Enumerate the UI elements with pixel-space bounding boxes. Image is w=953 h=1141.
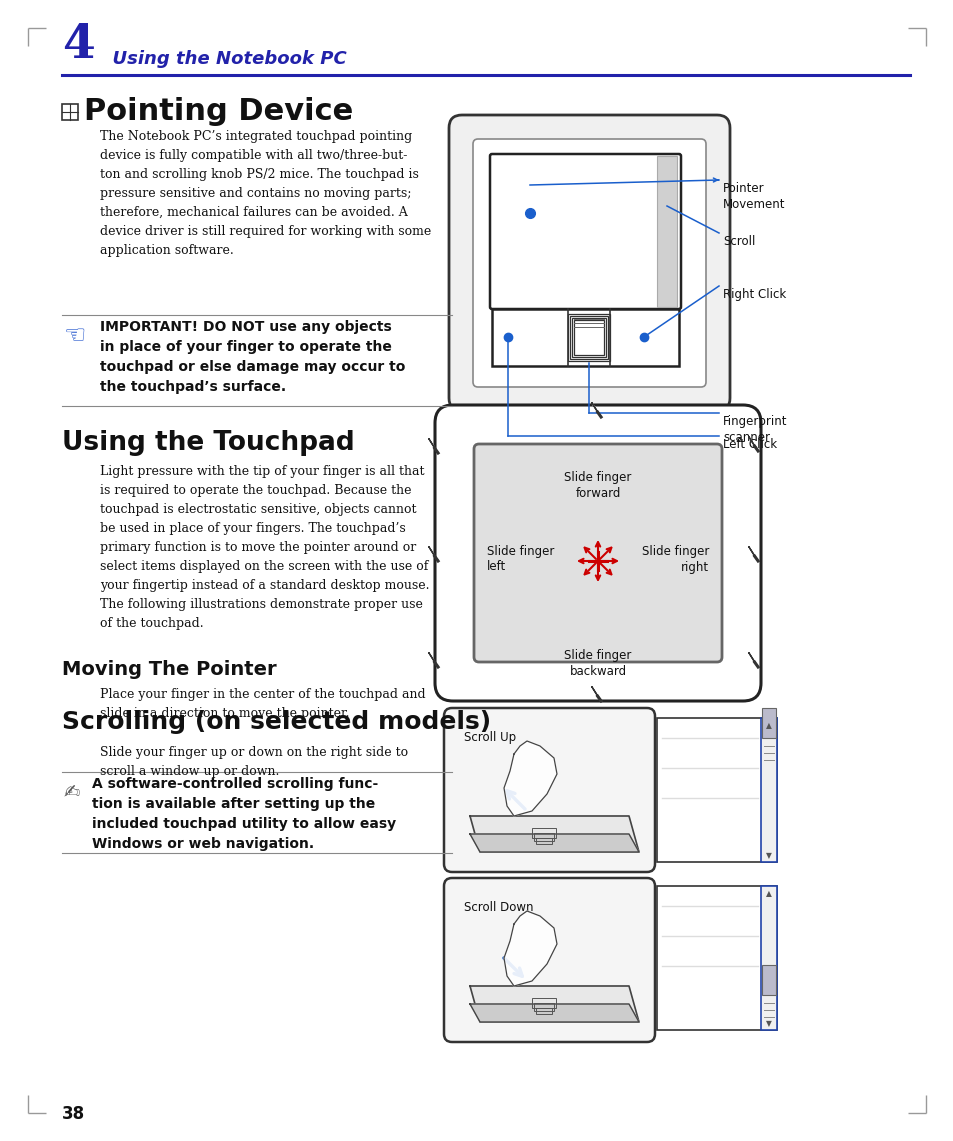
Text: 38: 38 [62,1104,85,1123]
FancyBboxPatch shape [443,709,655,872]
FancyBboxPatch shape [490,154,680,309]
Text: Scroll: Scroll [722,235,755,248]
Bar [534,833,554,841]
Text: 4: 4 [62,22,94,68]
Text: Scrolling (on selected models): Scrolling (on selected models) [62,710,491,734]
Bar [569,316,607,359]
Polygon shape [470,816,639,852]
Text: Pointer
Movement: Pointer Movement [722,183,784,211]
FancyBboxPatch shape [473,139,705,387]
Bar [567,314,609,361]
Polygon shape [592,403,600,416]
Bar [657,887,776,1030]
Text: Moving The Pointer: Moving The Pointer [62,659,276,679]
Text: IMPORTANT! DO NOT use any objects
in place of your finger to operate the
touchpa: IMPORTANT! DO NOT use any objects in pla… [100,319,405,394]
Polygon shape [503,741,557,816]
Polygon shape [592,687,600,701]
Bar [536,1008,552,1014]
Polygon shape [429,439,437,453]
FancyBboxPatch shape [474,444,721,662]
Bar [761,965,775,995]
Bar [532,828,556,837]
Text: Slide finger
right: Slide finger right [641,544,708,574]
Polygon shape [748,437,758,451]
Text: Slide finger
forward: Slide finger forward [564,471,631,500]
Text: Scroll Up: Scroll Up [463,731,516,744]
FancyBboxPatch shape [449,115,729,411]
Polygon shape [748,653,758,667]
Bar [761,709,775,738]
Bar [532,998,556,1008]
Text: Left Click: Left Click [722,438,777,451]
FancyBboxPatch shape [443,879,655,1042]
Text: Slide finger
backward: Slide finger backward [564,649,631,678]
Polygon shape [470,986,639,1022]
Bar [657,718,776,861]
Text: Place your finger in the center of the touchpad and
slide in a direction to move: Place your finger in the center of the t… [100,688,425,720]
Polygon shape [470,1004,639,1022]
Text: Fingerprint
scanner: Fingerprint scanner [722,415,786,444]
Text: Pointing Device: Pointing Device [84,97,353,126]
Text: ▼: ▼ [765,851,771,860]
Bar [62,104,78,120]
Bar [574,319,603,355]
Text: Using the Notebook PC: Using the Notebook PC [100,50,346,68]
Bar [492,309,679,366]
Polygon shape [748,547,758,561]
Text: Scroll Down: Scroll Down [463,901,533,914]
Text: ✍: ✍ [64,783,80,802]
Text: ▲: ▲ [765,721,771,730]
FancyBboxPatch shape [435,405,760,701]
Bar [534,1003,554,1011]
Text: Right Click: Right Click [722,288,785,301]
Text: The Notebook PC’s integrated touchpad pointing
device is fully compatible with a: The Notebook PC’s integrated touchpad po… [100,130,431,257]
Text: Light pressure with the tip of your finger is all that
is required to operate th: Light pressure with the tip of your fing… [100,466,429,630]
Polygon shape [429,547,437,561]
Polygon shape [429,653,437,667]
Text: Using the Touchpad: Using the Touchpad [62,430,355,456]
Text: ▲: ▲ [765,890,771,898]
Text: A software-controlled scrolling func-
tion is available after setting up the
inc: A software-controlled scrolling func- ti… [91,777,395,851]
Bar [760,887,776,1030]
Polygon shape [470,834,639,852]
Bar [536,837,552,844]
Text: Slide finger
left: Slide finger left [486,544,554,574]
Bar [572,318,605,357]
Text: Slide your finger up or down on the right side to
scroll a window up or down.: Slide your finger up or down on the righ… [100,746,408,778]
Bar [657,156,677,307]
Bar [760,718,776,861]
Text: ☜: ☜ [64,324,87,348]
Polygon shape [503,911,557,986]
Text: ▼: ▼ [765,1020,771,1028]
